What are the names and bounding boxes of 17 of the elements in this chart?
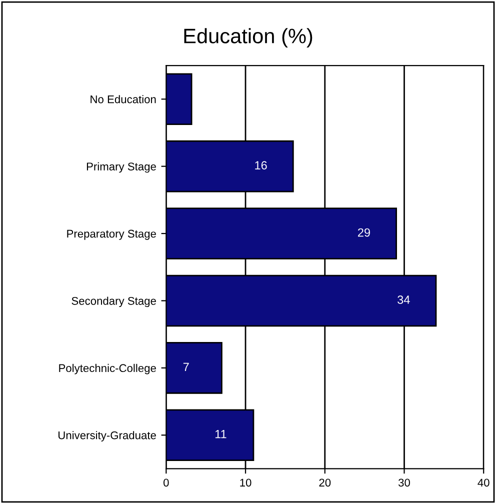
x-tick-label: 0 — [164, 478, 169, 487]
data-label: 29 — [358, 228, 370, 237]
y-tick-label: University-Graduate — [58, 431, 156, 442]
data-label: 16 — [255, 161, 267, 170]
y-tick-label: Preparatory Stage — [67, 230, 156, 240]
x-tick-label: 40 — [478, 478, 490, 487]
chart-title: Education (%) — [184, 28, 312, 48]
data-label: 34 — [398, 296, 410, 304]
y-tick-label: Primary Stage — [86, 162, 156, 173]
y-tick-label: Polytechnic-College — [59, 364, 156, 374]
x-tick-label: 30 — [398, 478, 410, 487]
y-tick-label: Secondary Stage — [72, 296, 156, 308]
x-tick-label: 10 — [240, 478, 252, 487]
y-tick-label: No Education — [90, 95, 156, 104]
data-label: 7 — [183, 362, 189, 371]
x-tick-label: 20 — [319, 478, 331, 487]
data-label: 11 — [215, 430, 226, 438]
